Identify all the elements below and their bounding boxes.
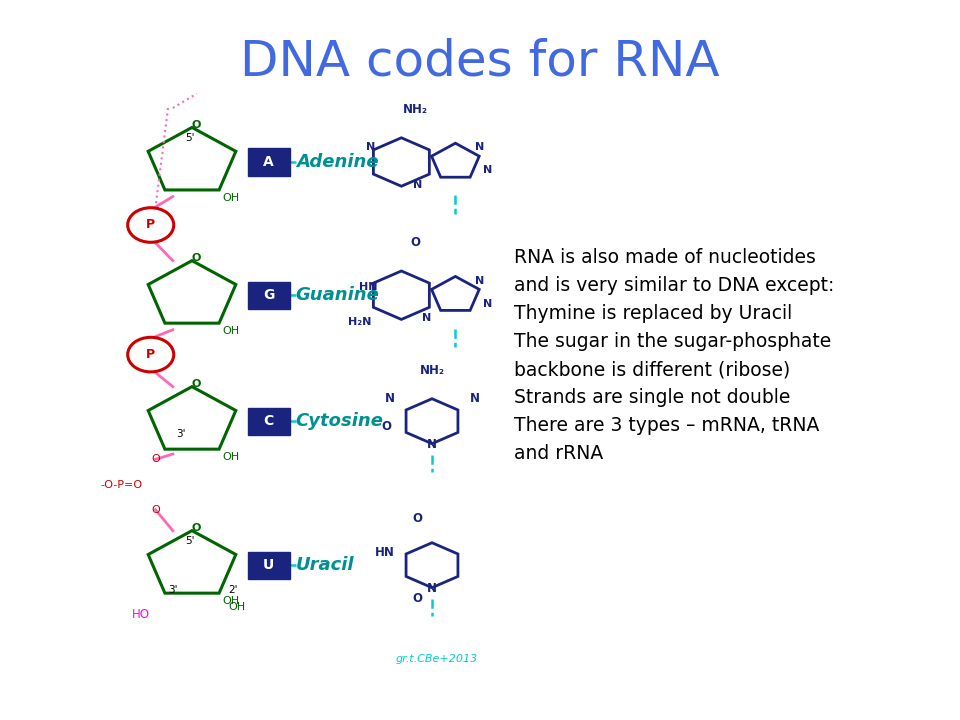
Text: O: O bbox=[381, 420, 391, 433]
Text: N: N bbox=[474, 276, 484, 286]
Text: N: N bbox=[483, 299, 492, 309]
Text: O: O bbox=[412, 593, 422, 606]
Text: Adenine: Adenine bbox=[296, 153, 378, 171]
Text: N: N bbox=[469, 392, 479, 405]
Text: -O-P=O: -O-P=O bbox=[101, 480, 143, 490]
Text: C: C bbox=[264, 414, 274, 428]
Text: 5': 5' bbox=[185, 133, 195, 143]
Text: DNA codes for RNA: DNA codes for RNA bbox=[240, 37, 720, 85]
FancyBboxPatch shape bbox=[248, 552, 290, 579]
Text: N: N bbox=[474, 143, 484, 153]
Text: N: N bbox=[483, 166, 492, 176]
Text: OH: OH bbox=[223, 596, 240, 606]
Text: gr.t.CBe+2013: gr.t.CBe+2013 bbox=[396, 654, 478, 664]
Text: 5': 5' bbox=[185, 536, 195, 546]
Text: 3': 3' bbox=[168, 585, 178, 595]
Text: O: O bbox=[151, 454, 160, 464]
Text: OH: OH bbox=[223, 326, 240, 336]
Text: Uracil: Uracil bbox=[296, 556, 354, 575]
Text: O: O bbox=[191, 120, 201, 130]
Text: N: N bbox=[421, 313, 431, 323]
FancyBboxPatch shape bbox=[248, 148, 290, 176]
Text: NH₂: NH₂ bbox=[403, 103, 428, 117]
Text: N: N bbox=[427, 438, 437, 451]
Text: O: O bbox=[191, 523, 201, 533]
Text: A: A bbox=[263, 155, 275, 169]
Text: RNA is also made of nucleotides
and is very similar to DNA except:
Thymine is re: RNA is also made of nucleotides and is v… bbox=[514, 248, 834, 464]
Text: NH₂: NH₂ bbox=[420, 364, 444, 377]
FancyBboxPatch shape bbox=[248, 408, 290, 435]
Text: P: P bbox=[146, 218, 156, 232]
Text: OH: OH bbox=[223, 452, 240, 462]
Text: 3': 3' bbox=[176, 429, 185, 439]
Text: OH: OH bbox=[228, 602, 246, 612]
Text: OH: OH bbox=[223, 193, 240, 203]
Text: HO: HO bbox=[132, 608, 150, 621]
Text: O: O bbox=[191, 379, 201, 389]
Text: N: N bbox=[385, 392, 395, 405]
Text: P: P bbox=[146, 348, 156, 361]
Text: O: O bbox=[410, 236, 420, 250]
Text: HN: HN bbox=[374, 546, 395, 559]
Text: Guanine: Guanine bbox=[296, 287, 379, 304]
Text: 2': 2' bbox=[228, 585, 238, 595]
Text: G: G bbox=[263, 288, 275, 302]
Text: H₂N: H₂N bbox=[348, 318, 372, 328]
Text: HN: HN bbox=[359, 282, 377, 292]
FancyBboxPatch shape bbox=[248, 282, 290, 309]
Text: N: N bbox=[366, 143, 375, 153]
Text: O: O bbox=[191, 253, 201, 263]
Text: O: O bbox=[151, 505, 160, 515]
Text: N: N bbox=[427, 582, 437, 595]
Text: N: N bbox=[414, 180, 422, 190]
Text: O: O bbox=[412, 512, 422, 525]
Text: U: U bbox=[263, 558, 275, 572]
Text: Cytosine: Cytosine bbox=[296, 412, 384, 430]
